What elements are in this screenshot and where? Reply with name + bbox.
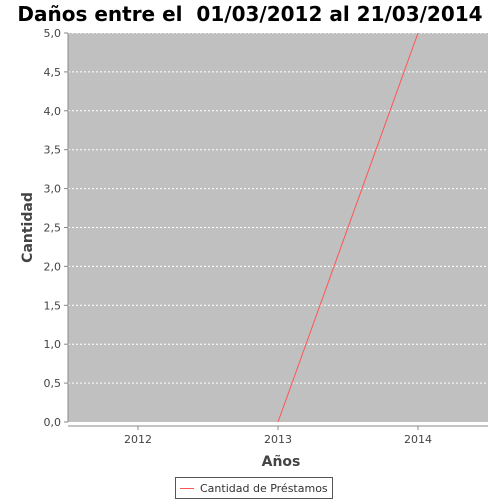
legend-label: Cantidad de Préstamos (200, 481, 328, 495)
y-axis-label: Cantidad (20, 192, 36, 263)
legend: Cantidad de Préstamos (175, 477, 333, 499)
y-tick-label: 2,5 (44, 222, 62, 235)
x-tick-label: 2014 (404, 433, 432, 446)
y-tick-label: 3,5 (44, 144, 62, 157)
y-tick-label: 5,0 (44, 27, 62, 40)
y-tick-label: 0,0 (44, 416, 62, 429)
series-layer (277, 32, 419, 423)
y-tick-label: 1,0 (44, 338, 62, 351)
y-tick-label: 3,0 (44, 183, 62, 196)
y-tick-label: 1,5 (44, 299, 62, 312)
series-line (277, 32, 419, 423)
y-tick-label: 4,5 (44, 66, 62, 79)
y-tick-label: 0,5 (44, 377, 62, 390)
x-axis: 2012 2013 2014 (68, 425, 488, 446)
y-axis: 0,0 0,5 1,0 1,5 2,0 2,5 3,0 3,5 4,0 4,5 5,0 (44, 27, 69, 429)
chart-title: Daños entre el 01/03/2012 al 21/03/2014 (17, 2, 483, 26)
y-tick-label: 4,0 (44, 105, 62, 118)
x-axis-label: Años (262, 454, 301, 470)
x-tick-label: 2013 (264, 433, 292, 446)
gridlines (68, 32, 488, 384)
legend-swatch (180, 487, 194, 489)
x-tick-label: 2012 (124, 433, 152, 446)
y-tick-label: 2,0 (44, 260, 62, 273)
